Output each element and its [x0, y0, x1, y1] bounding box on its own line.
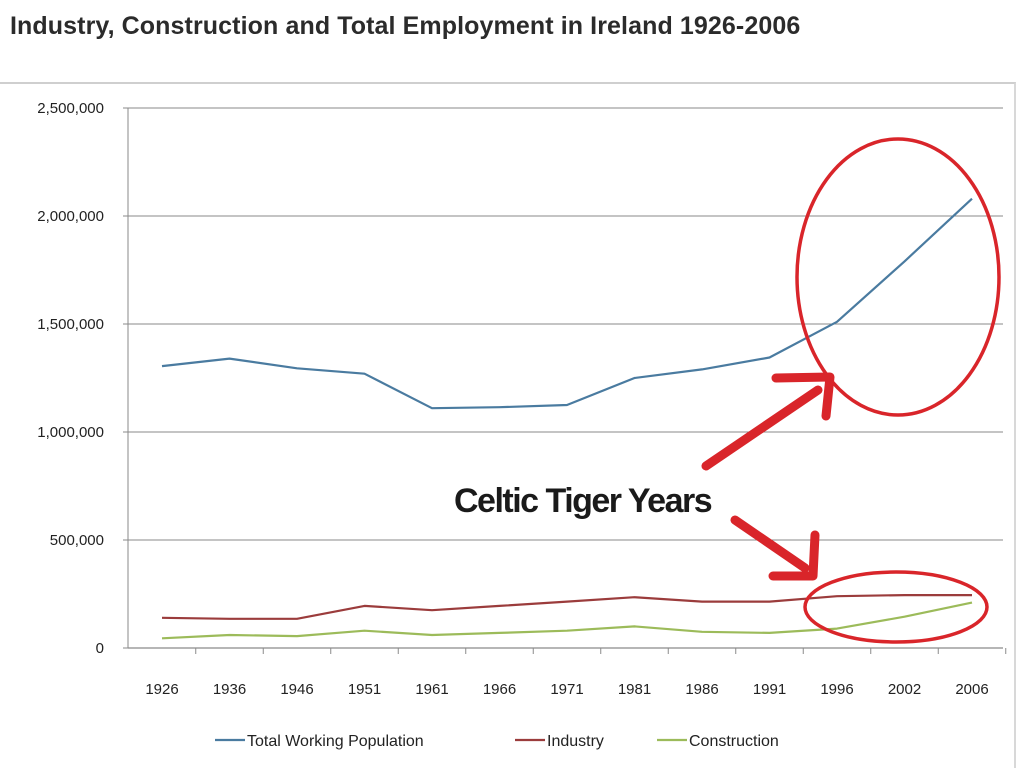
arrow-shaft: [730, 515, 810, 573]
highlight-ellipse-total: [795, 137, 1001, 417]
series-line-construction: [161, 601, 973, 640]
x-tick-label: 1926: [145, 681, 178, 698]
x-tick-label: 1996: [820, 681, 853, 698]
legend-label: Industry: [547, 733, 604, 750]
y-tick-label: 500,000: [50, 532, 104, 549]
y-tick-label: 2,000,000: [37, 208, 104, 225]
x-tick-label: 1946: [280, 681, 313, 698]
arrow-head: [771, 372, 835, 421]
y-tick-label: 1,000,000: [37, 424, 104, 441]
chart-frame: [0, 82, 1016, 768]
x-tick-label: 1981: [618, 681, 651, 698]
chart-title: Industry, Construction and Total Employm…: [10, 12, 801, 40]
x-tick-label: 1971: [550, 681, 583, 698]
series-line-industry: [161, 593, 972, 620]
series-line-total-working-population: [161, 197, 973, 410]
x-tick-label: 1986: [685, 681, 718, 698]
y-tick-label: 1,500,000: [37, 316, 104, 333]
arrow-head: [768, 530, 820, 581]
y-tick-label: 2,500,000: [37, 100, 104, 117]
x-tick-label: 1961: [415, 681, 448, 698]
arrow-shaft: [701, 385, 823, 471]
y-tick-label: 0: [96, 640, 104, 657]
highlight-ellipse-industry: [803, 570, 989, 644]
legend-label: Construction: [689, 733, 779, 750]
x-tick-label: 1966: [483, 681, 516, 698]
annotation-label: Celtic Tiger Years: [454, 482, 712, 520]
x-tick-label: 2006: [955, 681, 988, 698]
x-tick-label: 2002: [888, 681, 921, 698]
x-tick-label: 1951: [348, 681, 381, 698]
legend-label: Total Working Population: [247, 733, 424, 750]
x-tick-label: 1991: [753, 681, 786, 698]
x-tick-label: 1936: [213, 681, 246, 698]
